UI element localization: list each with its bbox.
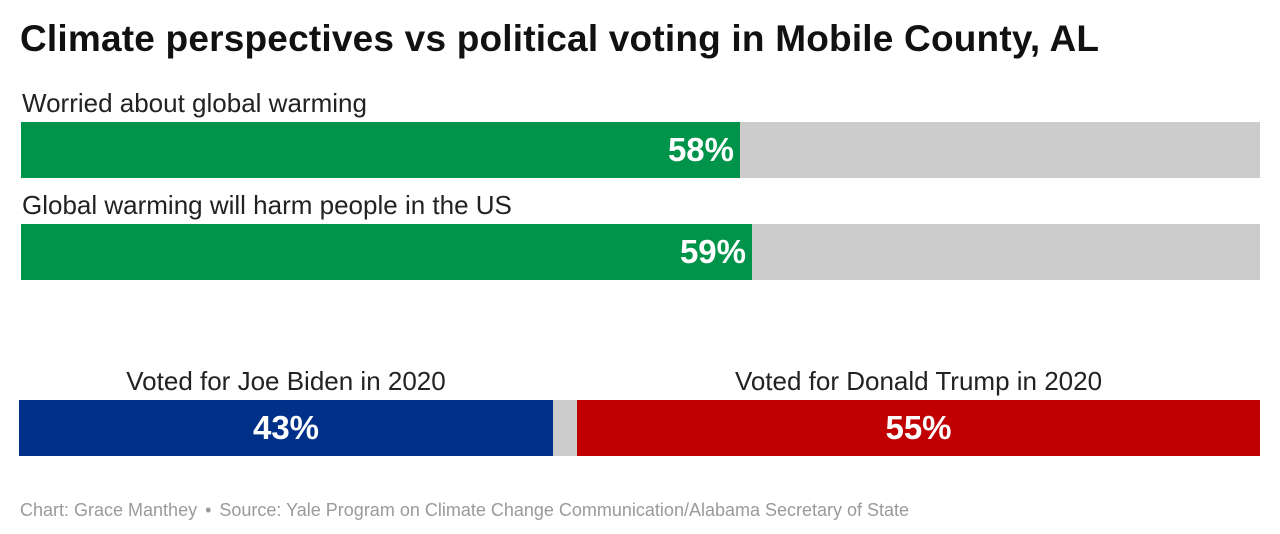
vote-label-trump: Voted for Donald Trump in 2020: [734, 366, 1103, 396]
bar-track-worried: 58%: [21, 122, 1260, 178]
chart-title: Climate perspectives vs political voting…: [20, 18, 1100, 59]
vote-label-biden: Voted for Joe Biden in 2020: [126, 366, 446, 396]
bar-track-harm: 59%: [21, 224, 1260, 280]
vote-value-trump: 55%: [885, 409, 952, 446]
bar-value-worried: 58%: [667, 131, 734, 168]
vote-bar-trump: [577, 400, 1260, 456]
bar-fill-worried: [21, 122, 740, 178]
chart-footer: Chart: Grace Manthey • Source: Yale Progra…: [20, 500, 909, 521]
vote-bar-biden: [19, 400, 553, 456]
bar-fill-harm: [21, 224, 752, 280]
bar-label-worried: Worried about global warming: [22, 88, 367, 118]
footer-credit: Chart: Grace Manthey: [20, 500, 198, 520]
bar-value-harm: 59%: [679, 233, 746, 270]
footer-separator: •: [205, 500, 212, 520]
vote-bar-track: 43% 55%: [19, 400, 1260, 456]
footer-source: Source: Yale Program on Climate Change C…: [219, 500, 910, 520]
vote-value-biden: 43%: [252, 409, 320, 446]
bar-label-harm: Global warming will harm people in the U…: [22, 190, 512, 220]
